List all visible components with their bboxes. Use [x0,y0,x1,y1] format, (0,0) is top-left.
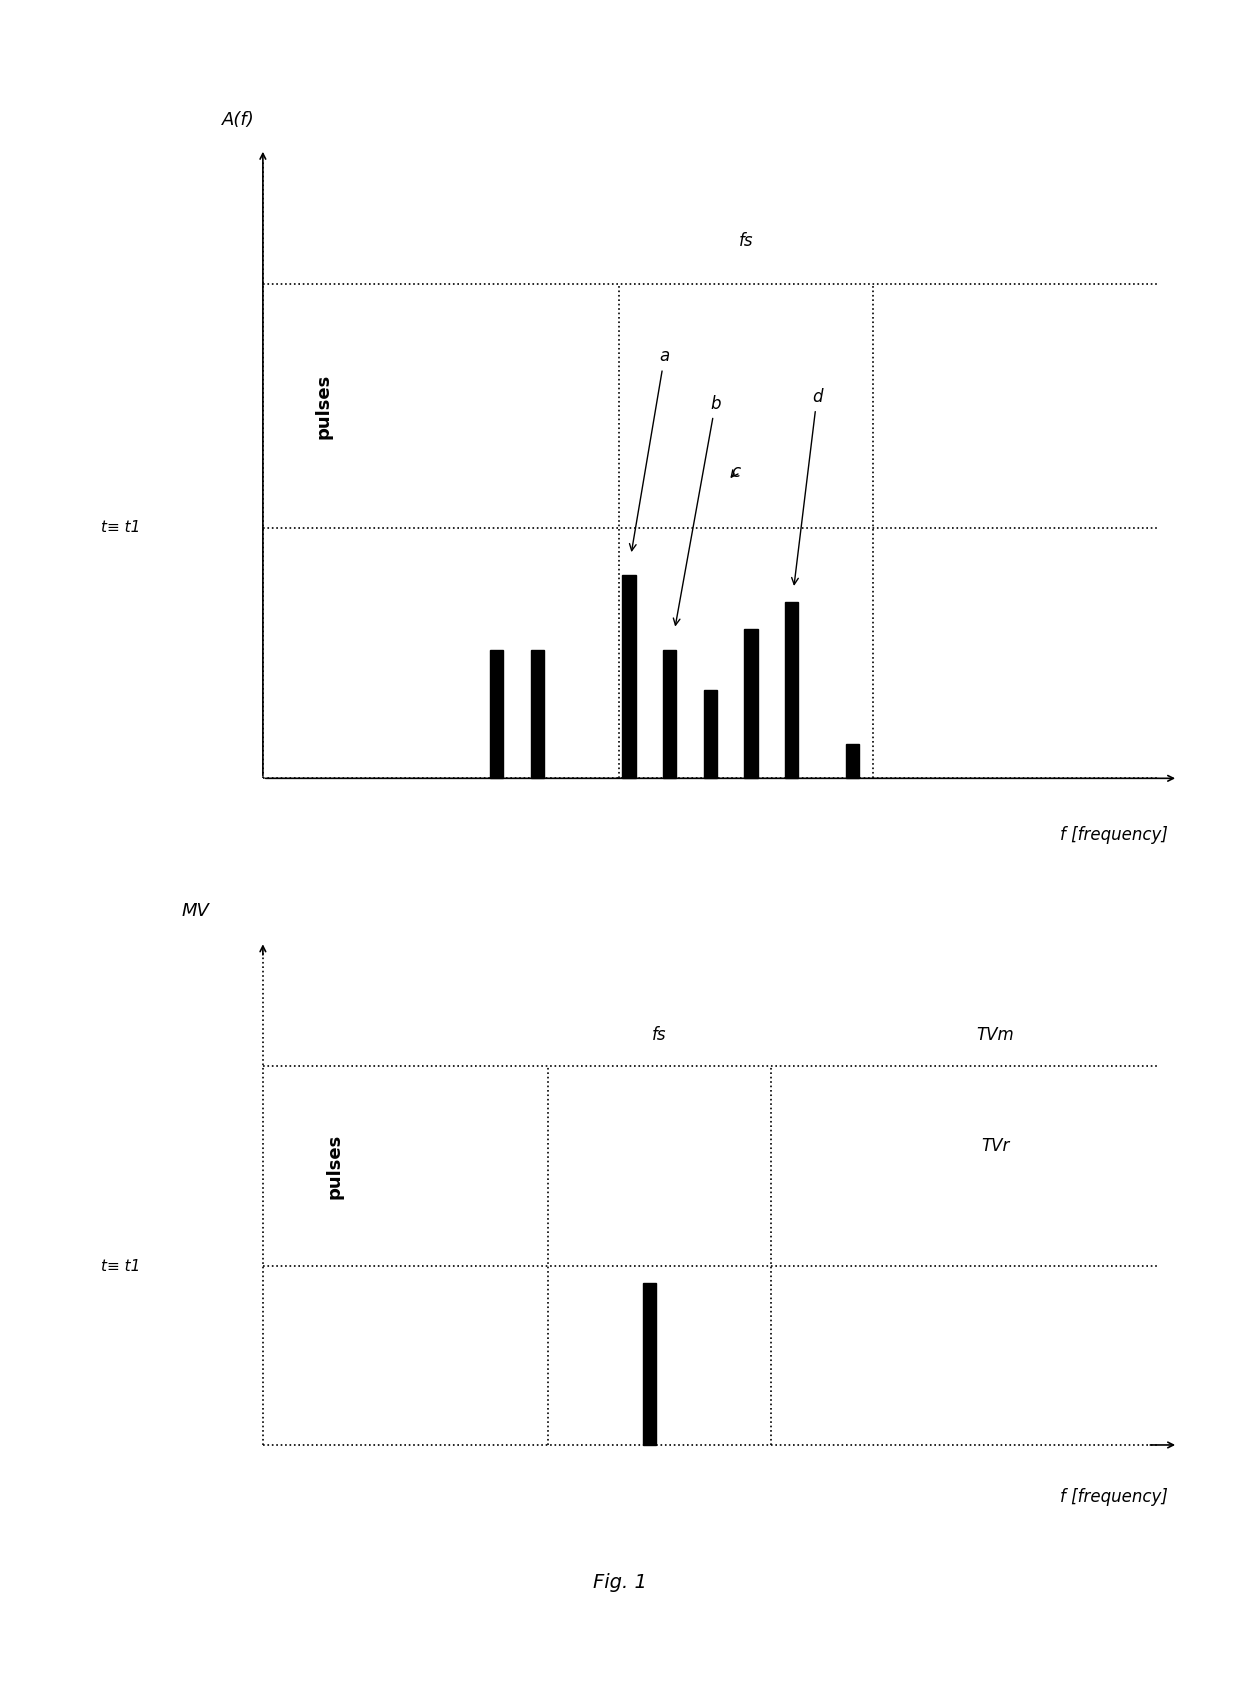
Text: MV: MV [181,902,210,920]
Bar [622,575,636,778]
Bar [744,629,758,778]
Text: Fig. 1: Fig. 1 [593,1572,647,1592]
Text: t≡ t1: t≡ t1 [102,521,141,535]
Text: t≡ t1: t≡ t1 [102,1259,141,1274]
Text: TVm: TVm [976,1027,1014,1044]
Text: c: c [732,462,740,481]
Text: f [frequency]: f [frequency] [1060,1489,1168,1506]
Bar [642,1283,656,1445]
Bar [846,744,859,778]
Text: b: b [673,394,720,624]
Text: pulses: pulses [315,374,332,438]
Text: a: a [630,347,670,550]
Bar [785,602,799,778]
Text: d: d [791,387,822,584]
Text: fs: fs [739,232,753,250]
Text: pulses: pulses [325,1134,343,1198]
Text: f [frequency]: f [frequency] [1060,826,1168,844]
Text: fs: fs [652,1027,667,1044]
Bar [663,650,676,778]
Text: A(f): A(f) [222,110,255,129]
Bar [703,690,717,778]
Bar [531,650,544,778]
Text: TVr: TVr [981,1137,1009,1156]
Bar [490,650,503,778]
